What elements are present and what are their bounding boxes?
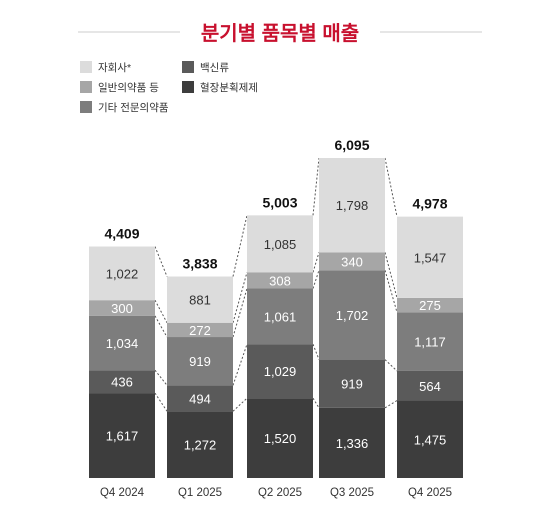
value-label-q2-2025-series-4: 1,085 [264,237,297,252]
bar-q4-2024-series-3 [89,300,155,316]
value-label-q1-2025-series-1: 494 [189,391,211,406]
connector-2-4 [312,252,320,273]
legend-swatch-1 [182,61,194,73]
total-label-q3-2025: 6,095 [334,137,369,153]
bar-q4-2024-series-4 [89,246,155,301]
value-label-q4-2025-series-4: 1,547 [414,250,447,265]
total-label-q4-2024: 4,409 [104,226,139,242]
connector-0-4 [154,299,168,323]
bar-q3-2025-series-4 [319,158,385,253]
bar-q2-2025-series-0 [247,398,313,478]
total-label-q4-2025: 4,978 [412,196,447,212]
connector-0-3 [154,315,168,338]
connector-1-2 [232,344,248,386]
value-label-q4-2025-series-2: 1,117 [414,335,446,350]
bar-q2-2025-series-3 [247,272,313,289]
bar-q2-2025-series-2 [247,288,313,345]
connector-0-5 [154,246,168,277]
bar-q2-2025-series-1 [247,344,313,399]
connector-2-5 [312,157,320,216]
x-tick-q1-2025: Q1 2025 [178,487,222,499]
legend-swatch-0 [80,61,92,73]
value-label-q3-2025-series-3: 340 [341,254,363,269]
bar-q2-2025-series-4 [247,215,313,273]
total-label-q2-2025: 5,003 [262,194,297,210]
value-label-q2-2025-series-3: 308 [269,273,291,288]
bar-q3-2025-series-3 [319,252,385,271]
legend-swatch-2 [80,81,92,93]
value-label-q1-2025-series-0: 1,272 [184,438,217,453]
bar-q3-2025-series-0 [319,407,385,478]
bars [89,158,463,478]
connector-lines [154,157,398,412]
value-label-q2-2025-series-2: 1,061 [264,309,297,324]
title-group: 분기별 품목별 매출 [78,22,482,45]
x-tick-q3-2025: Q3 2025 [330,487,374,499]
connector-1-3 [232,288,248,338]
connector-1-4 [232,272,248,323]
bar-q4-2024-series-0 [89,393,155,478]
value-label-q2-2025-series-0: 1,520 [264,431,297,446]
value-label-q3-2025-series-2: 1,702 [336,308,369,323]
connector-1-5 [232,215,248,277]
value-label-q4-2025-series-3: 275 [419,298,441,313]
bar-q3-2025-series-2 [319,270,385,360]
bar-q4-2025-series-1 [397,370,463,401]
bar-q4-2024-series-1 [89,370,155,394]
legend-swatch-3 [182,81,194,93]
chart-title: 분기별 품목별 매출 [201,22,359,45]
x-axis: Q4 2024 Q1 2025 Q2 2025 Q3 2025 Q4 2025 [100,487,452,499]
value-label-q4-2025-series-1: 564 [419,379,441,394]
connector-2-3 [312,270,320,289]
bar-q1-2025-series-4 [167,276,233,323]
value-label-q1-2025-series-2: 919 [189,354,211,369]
bar-q1-2025-series-1 [167,385,233,412]
connector-2-2 [312,343,320,360]
legend-label-2: 일반의약품 등 [98,81,159,94]
value-label-q2-2025-series-1: 1,029 [264,364,297,379]
bar-q1-2025-series-2 [167,337,233,386]
value-label-q4-2024-series-0: 1,617 [106,429,139,444]
bar-q4-2025-series-4 [397,216,463,298]
legend-label-3: 혈장분획제제 [200,81,258,94]
bar-q4-2025-series-3 [397,297,463,313]
data-labels: 1,617 436 1,034 300 1,022 4,409 1,272 494 919 272… [104,137,447,453]
legend-label-0: 자회사* [98,62,131,74]
value-label-q1-2025-series-4: 881 [189,293,211,308]
value-label-q4-2024-series-1: 436 [111,375,133,390]
value-label-q4-2025-series-0: 1,475 [414,432,447,447]
bar-q4-2024-series-2 [89,315,155,371]
legend-label-4: 기타 전문의약품 [98,102,169,114]
x-tick-q4-2025: Q4 2025 [408,487,452,499]
bar-q1-2025-series-3 [167,322,233,338]
bar-q4-2025-series-2 [397,312,463,371]
value-label-q1-2025-series-3: 272 [189,323,211,338]
bar-q4-2025-series-0 [397,400,463,478]
value-label-q3-2025-series-0: 1,336 [336,436,369,451]
bar-q1-2025-series-0 [167,411,233,478]
value-label-q3-2025-series-1: 919 [341,377,363,392]
legend-label-1: 백신류 [200,62,229,74]
x-tick-q2-2025: Q2 2025 [258,487,302,499]
connector-0-2 [154,369,168,386]
connector-0-1 [154,392,168,412]
total-label-q1-2025: 3,838 [182,256,217,272]
connector-3-2 [384,359,398,372]
connector-3-5 [384,157,398,217]
connector-3-3 [384,270,398,313]
value-label-q3-2025-series-4: 1,798 [336,198,369,213]
connector-1-1 [232,397,248,412]
connector-3-1 [384,400,398,409]
connector-2-1 [312,397,320,409]
bar-q3-2025-series-1 [319,359,385,408]
value-label-q4-2024-series-3: 300 [111,301,133,316]
legend-swatch-4 [80,101,92,113]
value-label-q4-2024-series-4: 1,022 [106,266,139,281]
x-tick-q4-2024: Q4 2024 [100,487,145,499]
value-label-q4-2024-series-2: 1,034 [106,336,139,351]
